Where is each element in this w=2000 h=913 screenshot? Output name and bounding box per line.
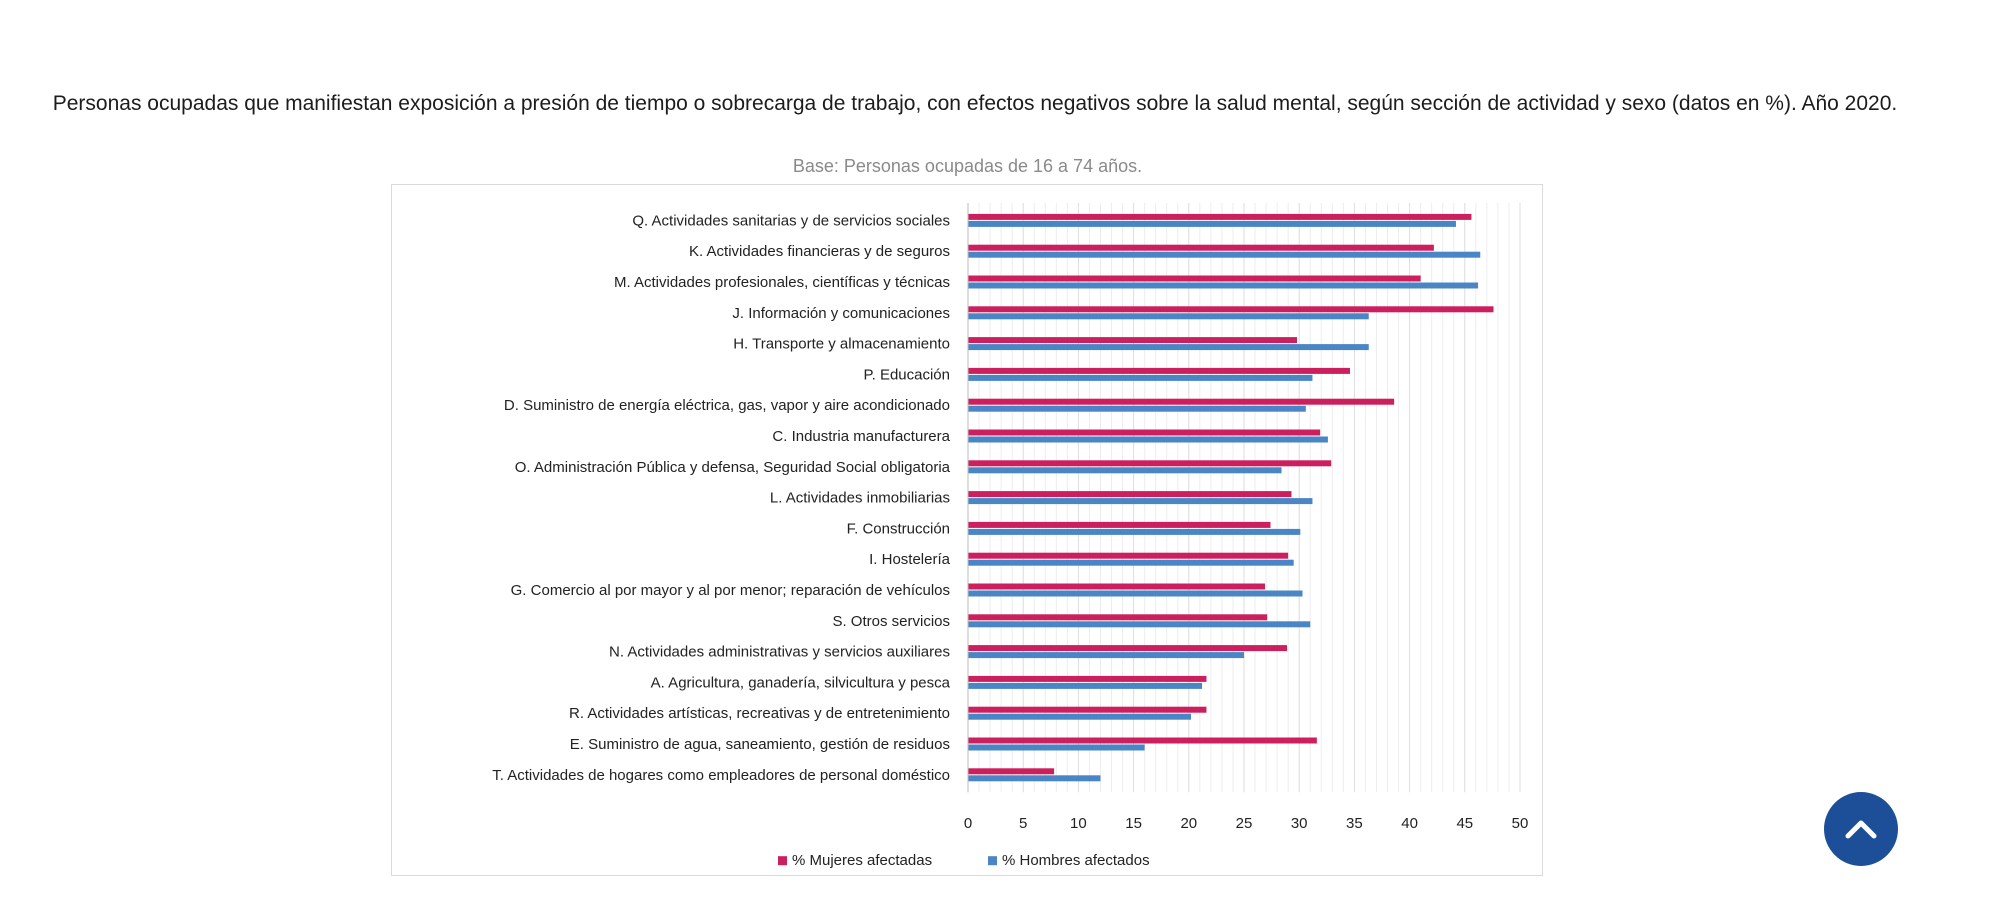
legend-swatch-men (988, 856, 997, 866)
category-label: H. Transporte y almacenamiento (733, 336, 950, 353)
bar-women (968, 491, 1292, 498)
x-tick-label: 35 (1346, 815, 1363, 832)
bar-women (968, 367, 1350, 374)
bar-women (968, 583, 1265, 590)
category-label: E. Suministro de agua, saneamiento, gest… (570, 736, 950, 753)
bar-women (968, 737, 1317, 744)
bar-men (968, 775, 1101, 782)
x-tick-label: 20 (1180, 815, 1197, 832)
x-tick-label: 0 (964, 815, 972, 832)
legend-swatch-women (778, 856, 787, 866)
bar-men (968, 559, 1294, 566)
bar-women (968, 306, 1494, 313)
bar-men (968, 682, 1203, 689)
chart-subtitle: Base: Personas ocupadas de 16 a 74 años. (792, 156, 1143, 176)
bar-chart: Q. Actividades sanitarias y de servicios… (492, 203, 1529, 869)
category-label: I. Hostelería (869, 551, 951, 568)
category-label: M. Actividades profesionales, científica… (614, 274, 950, 291)
category-label: R. Actividades artísticas, recreativas y… (569, 705, 950, 722)
bar-men (968, 374, 1313, 381)
bar-women (968, 521, 1271, 528)
bar-men (968, 344, 1369, 351)
category-label: N. Actividades administrativas y servici… (609, 644, 950, 661)
bar-men (968, 467, 1282, 474)
bar-men (968, 498, 1313, 505)
bar-women (968, 768, 1055, 775)
bar-women (968, 675, 1207, 682)
category-label: D. Suministro de energía eléctrica, gas,… (504, 397, 950, 414)
x-tick-label: 50 (1512, 815, 1529, 832)
bar-men (968, 713, 1192, 720)
chart-frame: Q. Actividades sanitarias y de servicios… (391, 184, 1543, 876)
bar-men (968, 405, 1306, 412)
x-tick-label: 30 (1291, 815, 1308, 832)
bar-men (968, 652, 1244, 659)
category-label: T. Actividades de hogares como empleador… (492, 767, 950, 784)
bar-men (968, 621, 1311, 628)
scroll-to-top-button[interactable] (1824, 792, 1898, 866)
bar-women (968, 429, 1321, 436)
category-label: K. Actividades financieras y de seguros (689, 243, 950, 260)
category-label: S. Otros servicios (832, 613, 950, 630)
bar-women (968, 213, 1472, 220)
bar-women (968, 398, 1395, 405)
bar-men (968, 313, 1369, 320)
bar-men (968, 282, 1479, 289)
bar-women (968, 275, 1421, 282)
legend-label-women: % Mujeres afectadas (792, 852, 932, 869)
category-label: G. Comercio al por mayor y al por menor;… (511, 582, 950, 599)
bar-women (968, 645, 1288, 652)
category-label: J. Información y comunicaciones (732, 305, 950, 322)
bar-men (968, 220, 1456, 227)
bar-women (968, 244, 1434, 251)
category-label: Q. Actividades sanitarias y de servicios… (632, 212, 950, 229)
bar-women (968, 614, 1268, 621)
x-tick-label: 40 (1401, 815, 1418, 832)
legend-label-men: % Hombres afectados (1002, 852, 1150, 869)
category-label: C. Industria manufacturera (772, 428, 950, 445)
x-tick-label: 15 (1125, 815, 1142, 832)
bar-men (968, 436, 1328, 443)
chevron-up-icon (1845, 820, 1877, 839)
bar-women (968, 337, 1297, 344)
x-tick-label: 45 (1456, 815, 1473, 832)
category-label: F. Construcción (847, 520, 950, 537)
category-label: P. Educación (864, 366, 950, 383)
bar-men (968, 590, 1303, 597)
category-label: L. Actividades inmobiliarias (770, 490, 950, 507)
bar-men (968, 528, 1301, 535)
x-tick-label: 5 (1019, 815, 1027, 832)
chart-title: Personas ocupadas que manifiestan exposi… (52, 92, 1898, 115)
category-label: A. Agricultura, ganadería, silvicultura … (651, 674, 951, 691)
bar-men (968, 744, 1145, 751)
bar-women (968, 552, 1289, 559)
x-tick-label: 10 (1070, 815, 1087, 832)
bar-women (968, 706, 1207, 713)
bar-women (968, 460, 1332, 467)
bar-men (968, 251, 1481, 258)
category-label: O. Administración Pública y defensa, Seg… (515, 459, 951, 476)
x-tick-label: 25 (1236, 815, 1253, 832)
